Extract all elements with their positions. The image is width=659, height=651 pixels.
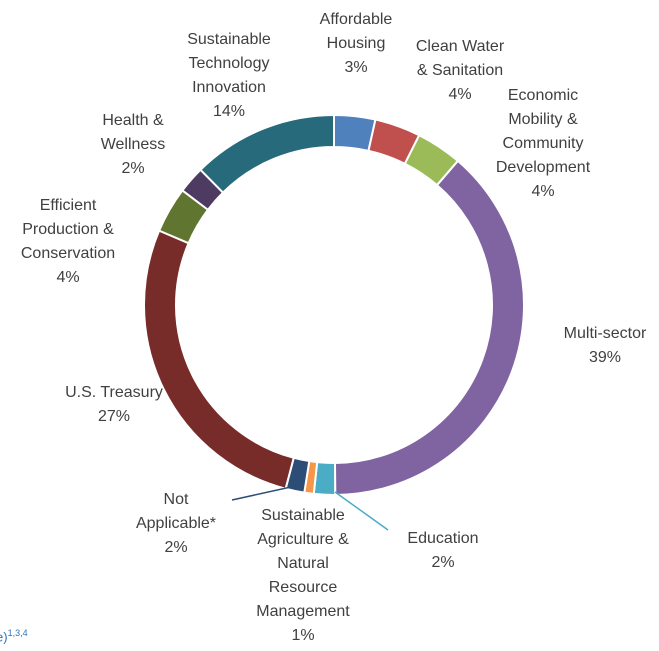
label-9-line-4: 4% — [56, 269, 79, 286]
label-2: Clean Water & Sanitation 4% — [416, 38, 505, 103]
slice-11 — [199, 113, 335, 194]
label-6-line-4: Resource — [269, 579, 338, 596]
label-10-line-2: Wellness — [101, 136, 166, 153]
label-7-line-1: Not — [164, 491, 189, 508]
label-5-line-2: 2% — [431, 554, 454, 571]
label-10-line-3: 2% — [121, 160, 144, 177]
leader-not-applicable — [231, 484, 301, 501]
label-1-line-3: 3% — [344, 59, 367, 76]
label-6: Sustainable Agriculture & Natural Resource M… — [256, 507, 350, 644]
label-7-line-2: Applicable* — [136, 515, 216, 532]
label-6-line-1: Sustainable — [261, 507, 345, 524]
label-2-line-1: Clean Water — [416, 38, 505, 55]
label-4-line-1: Multi-sector — [564, 325, 647, 342]
footnote: e)1,3,4 — [0, 628, 28, 644]
label-10: Health & Wellness 2% — [101, 112, 166, 177]
label-1-line-2: Housing — [327, 35, 386, 52]
label-10-line-1: Health & — [102, 112, 164, 129]
leader-lines — [231, 484, 389, 531]
label-5: Education 2% — [407, 530, 478, 571]
label-7: Not Applicable* 2% — [136, 491, 216, 556]
label-4: Multi-sector 39% — [564, 325, 647, 366]
label-3-line-3: Community — [503, 135, 584, 152]
label-8-line-1: U.S. Treasury — [65, 384, 163, 401]
slice-labels: Affordable Housing 3% Clean Water & Sanitati… — [21, 11, 647, 644]
label-4-line-2: 39% — [589, 349, 621, 366]
label-11-line-3: Innovation — [192, 79, 266, 96]
label-6-line-6: 1% — [291, 627, 314, 644]
label-2-line-2: & Sanitation — [417, 62, 503, 79]
label-8: U.S. Treasury 27% — [65, 384, 163, 425]
footnote-superscript: 1,3,4 — [7, 628, 28, 638]
label-1: Affordable Housing 3% — [320, 11, 393, 76]
label-6-line-5: Management — [256, 603, 350, 620]
label-6-line-3: Natural — [277, 555, 329, 572]
label-7-line-3: 2% — [164, 539, 187, 556]
label-11-line-4: 14% — [213, 103, 245, 120]
leader-education — [334, 491, 389, 531]
label-3: Economic Mobility & Community Development 4% — [496, 87, 591, 200]
label-6-line-2: Agriculture & — [257, 531, 349, 548]
label-3-line-1: Economic — [508, 87, 578, 104]
label-9-line-1: Efficient — [40, 197, 97, 214]
label-1-line-1: Affordable — [320, 11, 393, 28]
label-9-line-3: Conservation — [21, 245, 115, 262]
label-3-line-4: Development — [496, 159, 591, 176]
label-3-line-2: Mobility & — [508, 111, 578, 128]
label-8-line-2: 27% — [98, 408, 130, 425]
label-11-line-2: Technology — [189, 55, 270, 72]
footnote-prefix: e) — [0, 629, 8, 645]
label-9: Efficient Production & Conservation 4% — [21, 197, 115, 286]
donut-slices — [143, 113, 525, 497]
label-9-line-2: Production & — [22, 221, 114, 238]
label-5-line-1: Education — [407, 530, 478, 547]
label-11: Sustainable Technology Innovation 14% — [187, 31, 271, 120]
label-3-line-5: 4% — [531, 183, 554, 200]
label-11-line-1: Sustainable — [187, 31, 271, 48]
label-2-line-3: 4% — [448, 86, 471, 103]
slice-8 — [143, 229, 295, 490]
slice-4 — [333, 159, 525, 497]
